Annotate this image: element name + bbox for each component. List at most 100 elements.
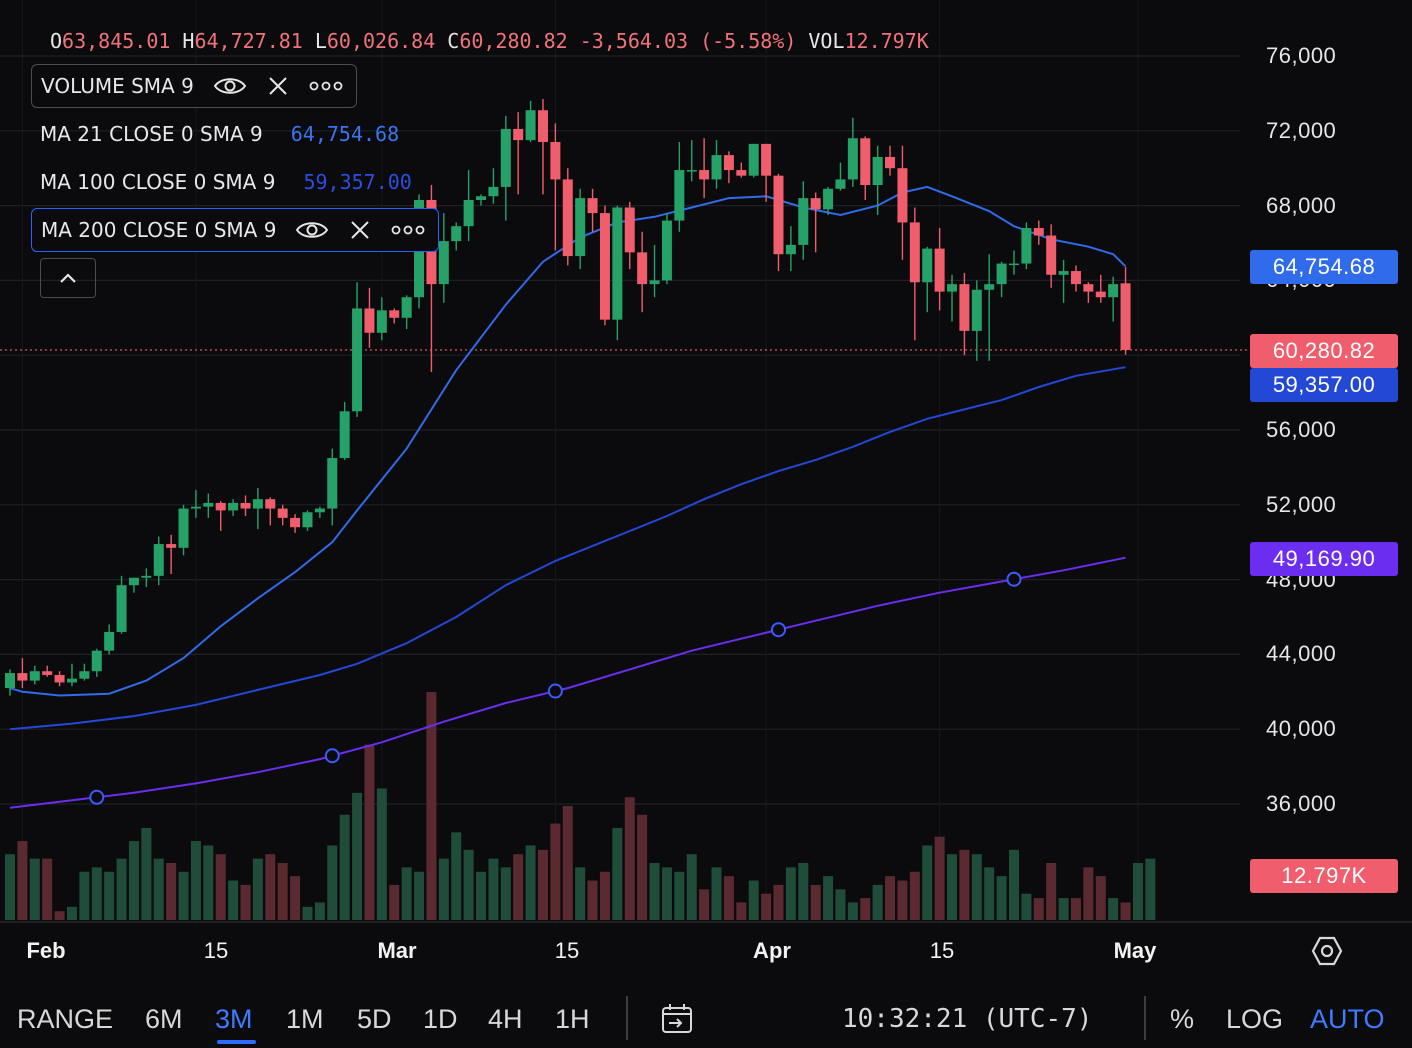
volume-bar (761, 893, 772, 920)
candle (612, 205, 623, 341)
candle (748, 143, 759, 178)
auto-scale-toggle[interactable]: AUTO (1310, 1004, 1385, 1034)
period-1d[interactable]: 1D (423, 1004, 458, 1034)
candle-body (773, 175, 784, 255)
percent-scale-toggle[interactable]: % (1170, 1004, 1195, 1034)
period-1h[interactable]: 1H (555, 1004, 590, 1034)
volume-bar (438, 858, 449, 920)
period-5d[interactable]: 5D (357, 1004, 392, 1034)
y-tick-label: 56,000 (1266, 417, 1337, 442)
ma200-marker (770, 622, 786, 638)
candle-body (476, 196, 487, 200)
volume-bar (104, 871, 115, 920)
volume-bar (947, 854, 958, 920)
volume-bar (389, 884, 400, 920)
candle-body (674, 170, 685, 221)
candle (575, 188, 586, 270)
volume-bar (773, 884, 784, 920)
candle (401, 295, 412, 330)
candle (674, 142, 685, 232)
volume-bar (352, 792, 363, 920)
log-scale-toggle[interactable]: LOG (1226, 1004, 1284, 1034)
candle (178, 504, 189, 556)
candle (885, 145, 896, 176)
candle (711, 140, 722, 189)
volume-bar (1046, 863, 1057, 920)
collapse-legend-button[interactable] (40, 258, 96, 298)
more-options-icon[interactable] (386, 212, 430, 248)
x-tick-label: Apr (753, 938, 791, 963)
volume-bar (302, 906, 313, 920)
legend-ma100[interactable]: MA 100 CLOSE 0 SMA 9 59,357.00 (31, 160, 420, 204)
candle (872, 145, 883, 215)
candle (252, 487, 263, 530)
volume-bar (1145, 858, 1156, 920)
legend-ma21[interactable]: MA 21 CLOSE 0 SMA 9 64,754.68 (31, 112, 407, 156)
volume-bar (339, 814, 350, 920)
legend-ma200-label: MA 200 CLOSE 0 SMA 9 (41, 218, 277, 242)
volume-bar (525, 845, 536, 920)
candle-body (314, 508, 325, 513)
candle-body (488, 186, 499, 197)
candle (302, 510, 313, 531)
candle (1070, 265, 1081, 292)
volume-bar (612, 827, 623, 920)
more-options-icon[interactable] (304, 68, 348, 104)
candle-body (723, 155, 734, 171)
candle-body (1058, 271, 1069, 275)
eye-icon[interactable] (290, 212, 334, 248)
candle (42, 665, 53, 677)
volume-bar (240, 884, 251, 920)
close-icon[interactable] (256, 68, 300, 104)
chart-settings-button[interactable] (1310, 934, 1344, 968)
x-tick-label: May (1113, 938, 1157, 963)
candle (128, 577, 139, 593)
period-4h[interactable]: 4H (488, 1004, 523, 1034)
candle-body (959, 284, 970, 331)
candle (823, 186, 834, 215)
volume-bar (29, 858, 40, 920)
ma200-line (9, 556, 1126, 809)
candle-body (166, 544, 177, 548)
candle-body (624, 207, 635, 253)
range-label: RANGE (17, 1004, 114, 1034)
period-1m[interactable]: 1M (286, 1004, 324, 1034)
candle-body (637, 252, 648, 285)
candle (1108, 276, 1119, 322)
candle (79, 663, 90, 681)
legend-ma200[interactable]: MA 200 CLOSE 0 SMA 9 (31, 208, 440, 252)
volume-bar (798, 863, 809, 920)
period-3m[interactable]: 3M (215, 1004, 253, 1034)
candle (141, 568, 152, 588)
candle-body (810, 198, 821, 210)
candle-body (699, 170, 710, 180)
volume-bar (364, 744, 375, 920)
candle (513, 112, 524, 195)
candle-body (277, 508, 288, 518)
candle (810, 192, 821, 253)
candle (376, 297, 387, 341)
close-value: 60,280.82 (459, 29, 568, 53)
close-icon[interactable] (338, 212, 382, 248)
candle-body (1033, 228, 1044, 236)
candle (686, 140, 697, 182)
candle (773, 173, 784, 272)
volume-bar (252, 858, 263, 920)
candle-body (897, 168, 908, 223)
eye-icon[interactable] (208, 68, 252, 104)
period-6m[interactable]: 6M (145, 1004, 183, 1034)
volume-bars (5, 692, 1156, 920)
candle-body (1083, 284, 1094, 292)
candle-body (17, 673, 28, 681)
ma200-marker (547, 683, 563, 699)
volume-bar (203, 845, 214, 920)
volume-bar (624, 797, 635, 920)
candle-body (327, 458, 338, 509)
date-range-button[interactable] (660, 1002, 694, 1043)
candle-body (215, 502, 226, 511)
legend-volume[interactable]: VOLUME SMA 9 (31, 64, 357, 108)
candle-body (79, 671, 90, 679)
x-tick-label: 15 (929, 938, 955, 963)
candle-body (66, 678, 77, 683)
